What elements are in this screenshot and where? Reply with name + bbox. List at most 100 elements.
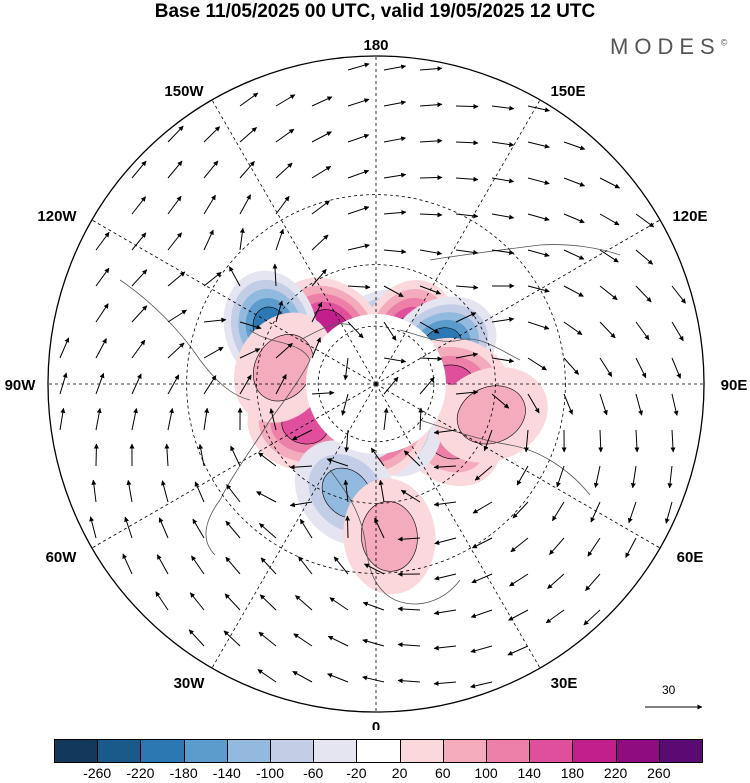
wind-arrow xyxy=(131,305,148,323)
wind-arrow xyxy=(124,516,133,539)
wind-arrow xyxy=(599,177,621,189)
wind-arrow xyxy=(433,429,457,435)
coastline xyxy=(299,323,521,361)
wind-arrow xyxy=(59,337,70,359)
wind-arrow xyxy=(671,393,679,416)
wind-arrow xyxy=(167,195,182,215)
colorbar-cell xyxy=(140,739,185,763)
wind-arrow xyxy=(345,515,351,539)
wind-arrow xyxy=(527,177,550,185)
meridian-line xyxy=(375,383,661,549)
wind-arrow xyxy=(167,160,183,179)
wind-arrow xyxy=(311,390,335,396)
lon-label-60w: 60W xyxy=(46,549,78,566)
colorbar-tick-label: -220 xyxy=(126,765,155,781)
wind-arrow xyxy=(527,393,540,414)
wind-arrow xyxy=(203,375,217,395)
wind-arrow xyxy=(419,376,435,395)
wind-arrow xyxy=(239,127,257,143)
wind-arrow xyxy=(599,213,620,226)
meridian-line xyxy=(375,383,541,669)
wind-arrow xyxy=(383,357,407,364)
wind-arrow xyxy=(239,161,255,179)
coastline xyxy=(329,469,461,605)
wind-arrow xyxy=(635,321,650,341)
wind-arrow xyxy=(483,429,493,452)
wind-arrow xyxy=(455,352,479,359)
wind-arrow xyxy=(551,501,565,522)
wind-arrow xyxy=(189,592,205,611)
wind-arrow xyxy=(239,194,252,215)
meridian-line xyxy=(91,383,377,549)
wind-arrow xyxy=(545,609,565,624)
wind-arrow xyxy=(347,62,370,71)
wind-arrow xyxy=(126,479,133,503)
wind-arrow xyxy=(491,393,510,409)
wind-arrow xyxy=(470,609,493,619)
wind-arrow xyxy=(299,518,313,539)
wind-arrow xyxy=(491,249,515,255)
wind-arrow xyxy=(198,443,205,467)
wind-arrow xyxy=(291,429,313,441)
wind-arrow xyxy=(433,645,457,651)
wind-arrow xyxy=(347,284,371,290)
wind-arrow xyxy=(634,429,640,453)
wind-arrow xyxy=(491,316,515,323)
wind-arrow xyxy=(383,209,407,215)
wind-arrow xyxy=(260,557,277,575)
colorbar-tick-label: 100 xyxy=(474,765,498,781)
colorbar-tick-label: 140 xyxy=(517,765,541,781)
meridian-line xyxy=(375,219,661,385)
wind-arrow xyxy=(239,92,259,107)
wind-arrow xyxy=(327,635,349,647)
lon-label-120e: 120E xyxy=(672,208,707,225)
wind-arrow xyxy=(587,537,601,557)
wind-arrow xyxy=(131,269,148,287)
wind-arrow xyxy=(635,357,647,379)
wind-arrow xyxy=(383,172,407,179)
wind-arrow xyxy=(362,675,385,683)
wind-arrow xyxy=(419,356,443,362)
wind-arrow xyxy=(491,357,515,364)
lon-label-30e: 30E xyxy=(551,675,578,692)
wind-arrow xyxy=(292,670,313,683)
wind-arrow xyxy=(599,393,608,416)
reference-vector: 30 xyxy=(640,683,710,713)
colorbar-cell xyxy=(226,739,271,763)
wind-arrow xyxy=(671,357,682,379)
wind-arrow xyxy=(95,267,110,287)
colorbar-labels: -260 -220 -180 -140 -100 -60 -20 20 60 100 140 180 2… xyxy=(0,765,750,783)
copyright-mark: © xyxy=(720,37,728,48)
colorbar-cell xyxy=(313,739,358,763)
wind-arrow xyxy=(583,609,601,626)
colorbar-cell xyxy=(270,739,315,763)
wind-arrow xyxy=(455,389,479,395)
colorbar-cell xyxy=(442,739,487,763)
wind-arrow xyxy=(225,556,241,575)
wind-arrow xyxy=(167,271,186,287)
wind-arrow xyxy=(397,536,421,542)
wind-arrow xyxy=(419,138,443,144)
wind-arrow xyxy=(397,678,421,684)
wind-arrow xyxy=(598,429,604,453)
wind-arrow xyxy=(203,126,221,143)
wind-arrow xyxy=(329,597,349,611)
wind-arrow xyxy=(455,140,479,146)
wind-arrow xyxy=(563,321,583,336)
wind-arrow xyxy=(311,301,323,323)
wind-arrow xyxy=(491,105,515,111)
wind-arrow xyxy=(635,249,654,265)
wind-arrow xyxy=(470,681,493,689)
wind-arrow xyxy=(259,523,277,539)
wind-arrow xyxy=(667,465,673,489)
wind-arrow xyxy=(635,285,652,303)
colorbar-cell xyxy=(529,739,574,763)
wind-arrow xyxy=(95,372,105,395)
wind-arrow xyxy=(275,228,285,251)
colorbar-tick-label: 180 xyxy=(560,765,585,781)
wind-arrow xyxy=(131,232,147,251)
wind-arrow xyxy=(433,501,457,507)
wind-arrow xyxy=(455,213,479,219)
wind-arrow xyxy=(527,285,550,293)
wind-arrow xyxy=(326,458,349,467)
